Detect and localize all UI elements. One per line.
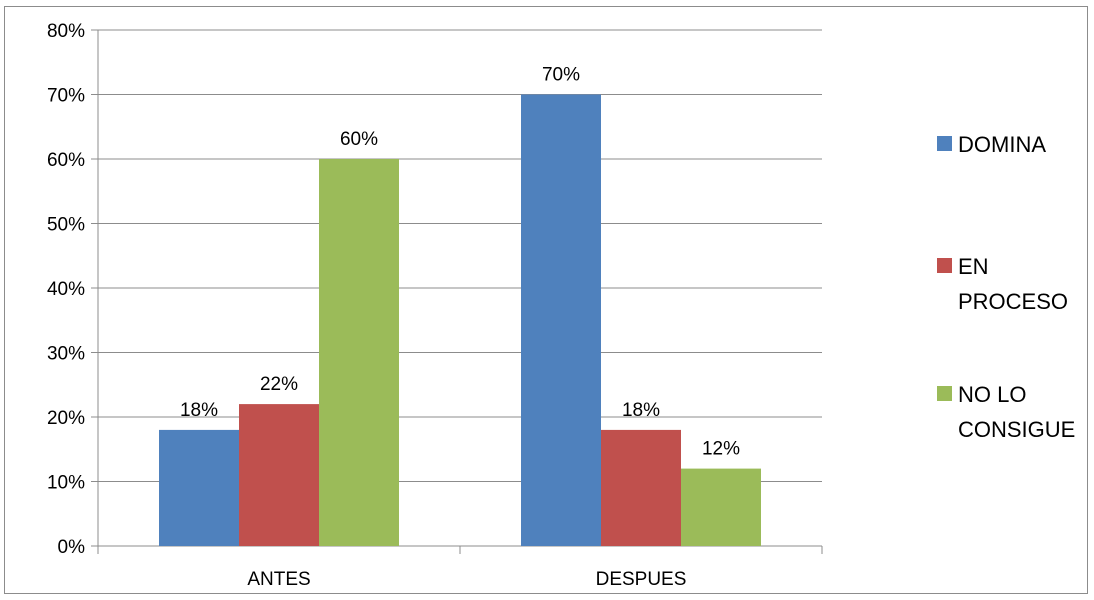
legend-swatch <box>937 136 952 151</box>
data-label: 22% <box>260 374 298 395</box>
x-tick-label: DESPUES <box>596 569 687 590</box>
data-labels: 18% 22% 60% 70% 18% 12% <box>180 65 740 460</box>
legend-swatch <box>937 258 952 273</box>
legend: DOMINA EN PROCESO NO LO CONSIGUE <box>937 132 1075 442</box>
bar <box>159 429 239 546</box>
y-tick-label: 10% <box>47 473 85 494</box>
y-tick-label: 60% <box>47 150 85 171</box>
bar <box>521 94 601 546</box>
y-tick-label: 30% <box>47 344 85 365</box>
legend-label: EN <box>958 254 989 279</box>
bar <box>239 404 319 546</box>
legend-label: NO LO <box>958 382 1026 407</box>
y-tick-label: 20% <box>47 408 85 429</box>
legend-label: CONSIGUE <box>958 417 1075 442</box>
bars <box>159 94 761 546</box>
legend-label: DOMINA <box>958 132 1046 157</box>
y-tick-label: 70% <box>47 86 85 107</box>
data-label: 18% <box>180 400 218 421</box>
data-label: 12% <box>702 439 740 460</box>
data-label: 18% <box>622 400 660 421</box>
legend-swatch <box>937 386 952 401</box>
bar <box>681 468 761 546</box>
data-label: 60% <box>340 129 378 150</box>
chart-frame <box>4 6 1088 594</box>
y-tick-label: 80% <box>47 21 85 42</box>
legend-label: PROCESO <box>958 289 1068 314</box>
y-tick-label: 0% <box>58 537 86 558</box>
y-axis-ticks: 0% 10% 20% 30% 40% 50% 60% 70% 80% <box>47 21 99 558</box>
bar <box>319 159 399 546</box>
x-axis: ANTES DESPUES <box>97 546 823 590</box>
y-tick-label: 50% <box>47 215 85 236</box>
y-tick-label: 40% <box>47 279 85 300</box>
data-label: 70% <box>542 65 580 86</box>
x-tick-label: ANTES <box>247 569 310 590</box>
bar <box>601 429 681 546</box>
